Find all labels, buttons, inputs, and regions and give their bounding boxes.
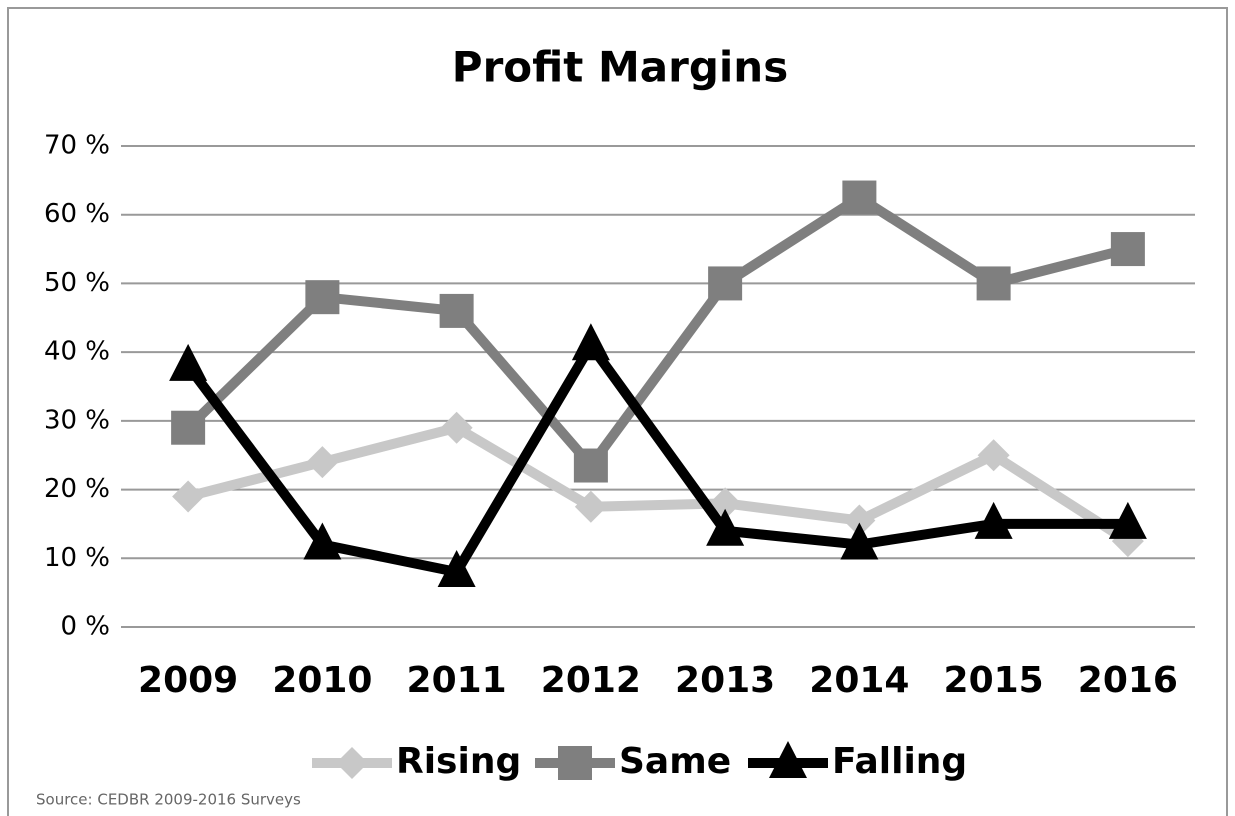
- y-tick-label: 70 %: [44, 131, 110, 161]
- series-line: [186, 422, 1131, 546]
- marker: [1108, 501, 1147, 539]
- source-note: Source: CEDBR 2009-2016 Surveys: [36, 791, 301, 809]
- marker: [440, 411, 473, 444]
- series-line: [184, 192, 1130, 471]
- y-tick-label: 60 %: [44, 199, 110, 229]
- legend-label: Rising: [396, 741, 521, 782]
- x-tick-label: 2013: [675, 660, 775, 701]
- legend-label: Falling: [832, 741, 967, 782]
- x-tick-label: 2016: [1078, 660, 1178, 701]
- marker: [439, 293, 474, 328]
- series-line: [184, 340, 1128, 578]
- x-tick-label: 2014: [809, 660, 909, 701]
- x-tick-label: 2011: [407, 660, 507, 701]
- marker: [169, 343, 208, 381]
- y-tick-label: 0 %: [60, 612, 110, 642]
- marker: [977, 439, 1010, 472]
- marker: [172, 480, 205, 513]
- y-tick-label: 50 %: [44, 268, 110, 298]
- marker: [976, 266, 1011, 301]
- x-tick-label: 2012: [541, 660, 641, 701]
- x-tick-label: 2010: [272, 660, 372, 701]
- chart-frame: [7, 7, 1228, 816]
- marker: [1110, 232, 1145, 267]
- marker: [840, 522, 879, 560]
- legend-marker: [769, 741, 807, 778]
- x-tick-label: 2009: [138, 660, 238, 701]
- marker: [305, 280, 340, 315]
- marker: [573, 448, 608, 483]
- legend-label: Same: [619, 741, 731, 782]
- marker: [706, 508, 745, 546]
- marker: [843, 504, 876, 537]
- legend-marker: [336, 747, 368, 779]
- marker: [303, 522, 342, 560]
- marker: [571, 323, 610, 361]
- legend-marker: [558, 746, 592, 780]
- marker: [842, 180, 877, 215]
- marker: [974, 501, 1013, 539]
- y-tick-label: 30 %: [44, 405, 110, 435]
- y-tick-label: 20 %: [44, 474, 110, 504]
- y-tick-label: 10 %: [44, 543, 110, 573]
- marker: [708, 266, 743, 301]
- marker: [574, 490, 607, 523]
- marker: [171, 410, 206, 445]
- chart-title: Profit Margins: [452, 43, 788, 92]
- x-tick-label: 2015: [944, 660, 1044, 701]
- marker: [437, 550, 476, 588]
- marker: [306, 446, 339, 479]
- y-tick-label: 40 %: [44, 337, 110, 367]
